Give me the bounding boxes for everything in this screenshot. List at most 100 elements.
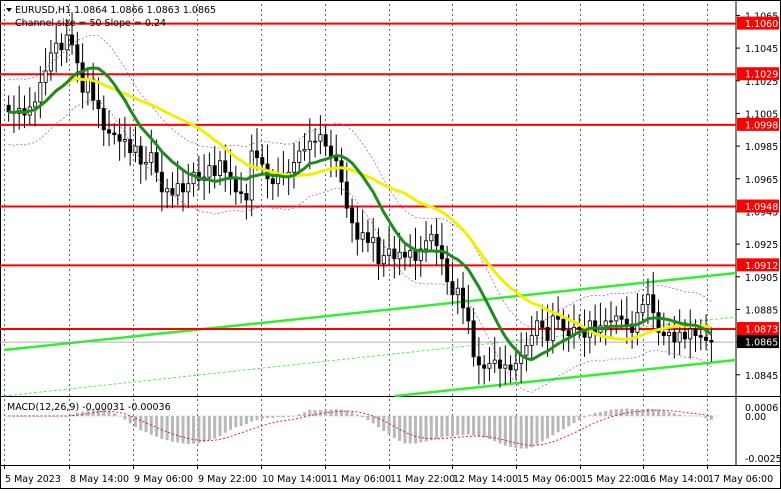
candle-body	[376, 237, 381, 265]
macd-histogram-bar	[635, 409, 639, 416]
macd-histogram-bar	[419, 416, 423, 443]
macd-histogram-bar	[345, 410, 349, 416]
candle-body	[445, 258, 450, 283]
channel-upper-line	[3, 271, 737, 352]
candle-body	[323, 134, 328, 147]
candle-body	[313, 140, 318, 143]
macd-histogram-bar	[155, 416, 159, 437]
macd-histogram-bar	[709, 416, 713, 420]
candle-body	[165, 188, 170, 193]
macd-histogram-bar	[694, 415, 698, 417]
candle-body	[482, 364, 487, 369]
macd-histogram-bar	[546, 416, 550, 439]
macd-label: MACD(12,26,9) -0.00031 -0.00036	[7, 402, 171, 413]
macd-histogram-bar	[128, 416, 132, 424]
candle-body	[59, 42, 64, 51]
macd-histogram-bar	[651, 408, 655, 416]
candle-body	[350, 207, 355, 224]
candle-body	[339, 160, 344, 183]
candle-body	[107, 129, 112, 134]
macd-histogram-bar	[540, 416, 544, 442]
macd-histogram-bar	[54, 416, 58, 417]
macd-histogram-bar	[107, 410, 111, 416]
macd-histogram-bar	[292, 415, 296, 417]
macd-histogram-bar	[133, 416, 137, 428]
candle-body	[191, 171, 196, 185]
macd-histogram-bar	[593, 413, 597, 416]
macd-histogram-bar	[403, 416, 407, 444]
macd-histogram-bar	[382, 416, 386, 432]
candle-body	[75, 44, 80, 64]
macd-histogram-bar	[70, 414, 74, 416]
channel-mid-line	[3, 316, 737, 397]
candle-body	[402, 251, 407, 258]
level-label-bg	[737, 322, 779, 336]
time-tick-label: 9 May 22:00	[198, 474, 257, 485]
macd-histogram-bar	[123, 416, 127, 420]
candle-body	[640, 304, 645, 314]
level-label: 1.0948	[745, 202, 778, 213]
macd-histogram-bar	[229, 416, 233, 430]
time-tick-label: 16 May 14:00	[644, 474, 709, 485]
macd-histogram-bar	[176, 416, 180, 443]
macd-histogram-bar	[334, 409, 338, 416]
macd-histogram-bar	[657, 409, 661, 416]
candle-body	[33, 101, 38, 108]
macd-histogram-bar	[672, 413, 676, 416]
macd-histogram-bar	[519, 416, 523, 449]
macd-histogram-bar	[371, 416, 375, 424]
macd-histogram-bar	[704, 416, 708, 419]
candle-body	[297, 150, 302, 163]
level-label: 1.1029	[745, 70, 778, 81]
macd-histogram-bar	[466, 416, 470, 435]
candle-body	[550, 315, 555, 341]
macd-histogram-bar	[49, 416, 53, 417]
macd-histogram-bar	[355, 414, 359, 416]
candle-body	[545, 326, 550, 341]
macd-tick-label: 0.00	[745, 412, 766, 423]
candle-body	[698, 335, 703, 338]
macd-histogram-bar	[65, 416, 69, 417]
macd-histogram-bar	[609, 409, 613, 416]
candle-body	[381, 255, 386, 265]
candle-body	[672, 331, 677, 343]
level-label: 1.0912	[745, 261, 778, 272]
candle-body	[651, 294, 656, 314]
macd-histogram-bar	[604, 410, 608, 416]
macd-histogram-bar	[297, 414, 301, 416]
macd-signal-line	[8, 409, 712, 446]
macd-histogram-bar	[38, 416, 42, 417]
macd-histogram-bar	[303, 412, 307, 416]
macd-histogram-bar	[435, 416, 439, 440]
macd-histogram-bar	[181, 416, 185, 444]
symbol-info: EURUSD,H1 1.0864 1.0866 1.0863 1.0865	[15, 5, 216, 16]
candle-body	[170, 188, 175, 196]
macd-histogram-bar	[625, 408, 629, 416]
price-tick-label: 1.1045	[745, 44, 778, 55]
candle-body	[112, 132, 117, 136]
indicator-info: Channel size = 50 Slope = 0.24	[15, 18, 166, 29]
macd-histogram-bar	[17, 416, 21, 417]
candle-body	[302, 148, 307, 152]
macd-histogram-bar	[572, 416, 576, 424]
macd-histogram-bar	[33, 416, 37, 417]
candle-body	[223, 160, 228, 173]
time-tick-label: 12 May 14:00	[453, 474, 518, 485]
macd-histogram-bar	[144, 416, 148, 433]
candle-body	[661, 331, 666, 336]
macd-histogram-bar	[472, 416, 476, 436]
price-tick-label: 1.1025	[745, 77, 778, 88]
candle-body	[365, 232, 370, 243]
candle-body	[270, 178, 275, 185]
candle-body	[344, 181, 349, 209]
candle-body	[122, 139, 127, 142]
candle-body	[413, 250, 418, 261]
candle-body	[291, 162, 296, 173]
level-label: 1.1060	[745, 19, 778, 30]
candle-body	[487, 362, 492, 369]
candle-body	[101, 108, 106, 131]
macd-histogram-bar	[683, 415, 687, 416]
candle-body	[175, 183, 180, 196]
